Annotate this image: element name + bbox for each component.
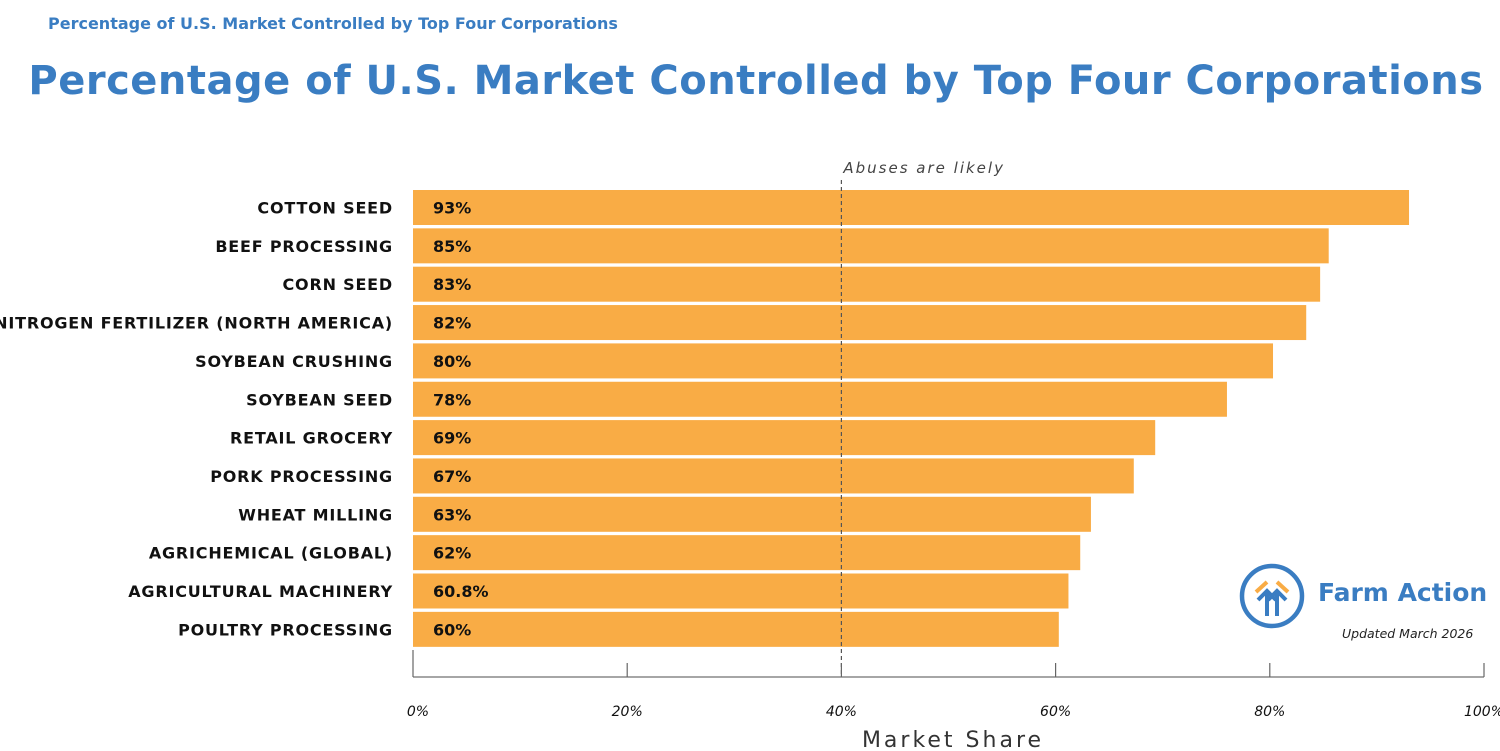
category-label: RETAIL GROCERY <box>230 429 393 448</box>
value-label: 60.8% <box>433 582 489 601</box>
category-label: AGRICULTURAL MACHINERY <box>128 582 393 601</box>
bar <box>413 535 1081 571</box>
category-label: POULTRY PROCESSING <box>178 620 393 639</box>
value-label: 67% <box>433 467 471 486</box>
category-label: CORN SEED <box>283 275 394 294</box>
value-label: 78% <box>433 390 471 409</box>
value-label: 93% <box>433 199 471 218</box>
bar <box>413 458 1134 494</box>
x-tick-label: 80% <box>1254 704 1285 720</box>
category-label: WHEAT MILLING <box>238 505 393 524</box>
x-tick-label: 100% <box>1464 704 1500 720</box>
x-tick-label: 0% <box>407 704 429 720</box>
x-axis-label: Market Share <box>862 728 1044 751</box>
category-label: NITROGEN FERTILIZER (NORTH AMERICA) <box>0 314 393 333</box>
category-label: BEEF PROCESSING <box>215 237 393 256</box>
updated-date: Updated March 2026 <box>1342 626 1474 641</box>
bar <box>413 228 1329 264</box>
bar <box>413 266 1321 302</box>
x-tick-label: 40% <box>826 704 857 720</box>
bar <box>413 381 1227 417</box>
threshold-annotation: Abuses are likely <box>842 159 1005 177</box>
bar <box>413 573 1069 609</box>
value-label: 82% <box>433 314 471 333</box>
chart-title: Percentage of U.S. Market Controlled by … <box>28 58 1484 104</box>
bar <box>413 420 1156 456</box>
bar <box>413 305 1307 341</box>
bar <box>413 496 1091 532</box>
x-tick-label: 60% <box>1040 704 1071 720</box>
small-title: Percentage of U.S. Market Controlled by … <box>48 14 618 33</box>
category-label: PORK PROCESSING <box>210 467 393 486</box>
value-label: 62% <box>433 544 471 563</box>
category-label: AGRICHEMICAL (GLOBAL) <box>149 544 393 563</box>
category-label: SOYBEAN CRUSHING <box>195 352 393 371</box>
farm-action-logo-icon <box>1239 563 1305 629</box>
value-label: 63% <box>433 505 471 524</box>
category-label: SOYBEAN SEED <box>246 390 393 409</box>
value-label: 69% <box>433 429 471 448</box>
x-tick-label: 20% <box>612 704 643 720</box>
value-label: 80% <box>433 352 471 371</box>
bar <box>413 190 1410 225</box>
bar <box>413 343 1274 379</box>
value-label: 83% <box>433 275 471 294</box>
value-label: 85% <box>433 237 471 256</box>
logo-text: Farm Action <box>1318 578 1488 607</box>
value-label: 60% <box>433 620 471 639</box>
bar <box>413 611 1059 647</box>
category-label: COTTON SEED <box>257 199 393 218</box>
